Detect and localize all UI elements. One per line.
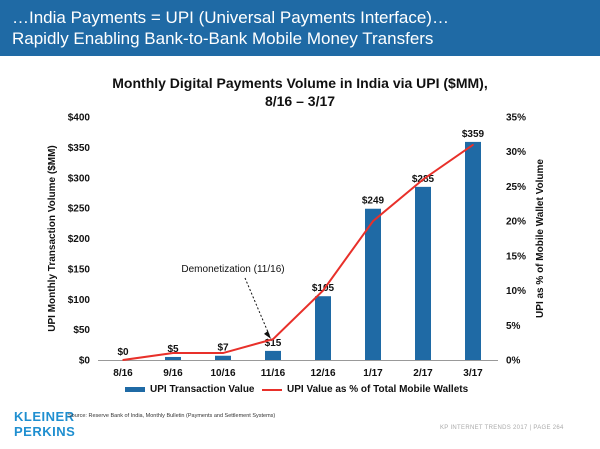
y-tick-label: $150 (68, 264, 91, 275)
percent-point (322, 289, 324, 292)
bar-value-label: $0 (117, 347, 129, 358)
legend-item-line: UPI Value as % of Total Mobile Wallets (262, 384, 468, 395)
y-tick-label: $100 (68, 295, 91, 306)
y2-tick-label: 0% (506, 356, 521, 367)
header-line-2: Rapidly Enabling Bank-to-Bank Mobile Mon… (12, 29, 434, 48)
percent-point (272, 338, 274, 340)
logo-line-2: PERKINS (14, 424, 76, 439)
percent-point (122, 359, 124, 361)
bar-value-label: $5 (167, 344, 179, 355)
legend-item-bars: UPI Transaction Value (125, 384, 254, 395)
annotation-text: Demonetization (11/16) (181, 264, 284, 275)
y-tick-label: $250 (68, 204, 91, 215)
y2-tick-label: 20% (506, 217, 526, 228)
y-tick-label: $0 (79, 356, 91, 367)
bar-value-label: $7 (217, 343, 229, 354)
logo-line-1: KLEINER (14, 409, 75, 424)
y2-tick-label: 25% (506, 182, 526, 193)
kleiner-perkins-logo: KLEINER PERKINS (14, 409, 75, 439)
slide-header: …India Payments = UPI (Universal Payment… (0, 0, 600, 56)
x-tick-label: 12/16 (310, 368, 335, 379)
x-tick-label: 9/16 (163, 368, 183, 379)
x-tick-label: 2/17 (413, 368, 433, 379)
header-line-1: …India Payments = UPI (Universal Payment… (12, 8, 449, 27)
chart-title-line-1: Monthly Digital Payments Volume in India… (112, 75, 488, 91)
y-tick-label: $200 (68, 234, 91, 245)
y-tick-label: $350 (68, 143, 91, 154)
footer-page-info: KP INTERNET TRENDS 2017 | PAGE 264 (440, 425, 564, 431)
y-tick-label: $50 (73, 325, 90, 336)
y2-tick-label: 30% (506, 147, 526, 158)
x-tick-label: 10/16 (210, 368, 235, 379)
annotation-arrow (244, 277, 271, 338)
bar-value-label: $249 (362, 196, 385, 207)
source-note: Source: Reserve Bank of India, Monthly B… (68, 413, 276, 419)
percent-point (172, 352, 174, 354)
legend-bar-swatch (125, 387, 145, 392)
y2-tick-label: 5% (506, 321, 521, 332)
legend-label-bars: UPI Transaction Value (150, 384, 255, 395)
y-axis-label: UPI Monthly Transaction Volume ($MM) (47, 145, 58, 332)
bar-9-16 (165, 356, 181, 360)
bar-1-17 (365, 208, 381, 360)
x-tick-label: 1/17 (363, 368, 383, 379)
chart-title-line-2: 8/16 – 3/17 (264, 93, 336, 109)
legend-line-swatch (262, 388, 282, 391)
y2-axis-label: UPI as % of Mobile Wallet Volume (535, 159, 546, 318)
percent-point (422, 178, 424, 181)
chart-legend: UPI Transaction Value UPI Value as % of … (0, 384, 600, 398)
bar-10-16 (215, 355, 231, 360)
percent-series-line (122, 143, 474, 361)
bar-2-17 (415, 186, 431, 360)
y2-tick-label: 15% (506, 251, 526, 262)
bar-11-16 (265, 350, 281, 360)
y-tick-label: $300 (68, 173, 91, 184)
bar-value-label: $359 (462, 129, 485, 140)
legend-label-line: UPI Value as % of Total Mobile Wallets (287, 384, 469, 395)
y2-tick-label: 35% (506, 113, 526, 124)
bar-3-17 (465, 141, 481, 360)
x-tick-label: 3/17 (463, 368, 483, 379)
percent-point (222, 352, 224, 354)
percent-point (372, 220, 374, 222)
bar-12-16 (315, 296, 331, 360)
x-tick-label: 8/16 (113, 368, 133, 379)
annotation-arrowhead (264, 330, 271, 339)
bar-value-label: $15 (265, 338, 282, 349)
x-tick-label: 11/16 (261, 368, 286, 379)
y-tick-label: $400 (68, 113, 91, 124)
y2-tick-label: 10% (506, 286, 526, 297)
percent-point (472, 143, 474, 146)
